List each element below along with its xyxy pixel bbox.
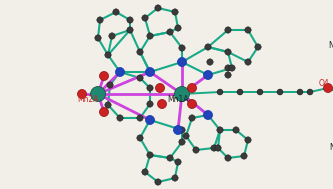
Circle shape <box>225 49 231 55</box>
Circle shape <box>156 84 165 92</box>
Circle shape <box>203 70 212 80</box>
Circle shape <box>147 85 153 91</box>
Circle shape <box>225 65 231 71</box>
Circle shape <box>167 29 173 35</box>
Circle shape <box>97 17 103 23</box>
Circle shape <box>91 87 106 101</box>
Text: Mn1A: Mn1A <box>167 95 189 105</box>
Circle shape <box>225 155 231 161</box>
Circle shape <box>173 125 182 135</box>
Circle shape <box>155 5 161 11</box>
Text: O4: O4 <box>319 78 329 88</box>
Circle shape <box>147 101 153 107</box>
Circle shape <box>147 33 153 39</box>
Circle shape <box>137 115 143 121</box>
Circle shape <box>225 72 231 78</box>
Circle shape <box>229 65 235 71</box>
Circle shape <box>100 71 109 81</box>
Circle shape <box>155 179 161 185</box>
Circle shape <box>142 169 148 175</box>
Circle shape <box>105 52 111 58</box>
Circle shape <box>127 17 133 23</box>
Circle shape <box>117 115 123 121</box>
Circle shape <box>207 59 213 65</box>
Text: N4: N4 <box>329 40 333 50</box>
Circle shape <box>116 67 125 77</box>
Circle shape <box>217 89 223 95</box>
Circle shape <box>297 89 303 95</box>
Text: N8: N8 <box>329 143 333 152</box>
Circle shape <box>127 27 133 33</box>
Circle shape <box>233 127 239 133</box>
Circle shape <box>205 44 211 50</box>
Circle shape <box>237 89 243 95</box>
Circle shape <box>146 67 155 77</box>
Circle shape <box>245 59 251 65</box>
Circle shape <box>193 147 199 153</box>
Circle shape <box>225 27 231 33</box>
Circle shape <box>167 155 173 161</box>
Circle shape <box>211 145 217 151</box>
Circle shape <box>100 108 109 116</box>
Circle shape <box>217 127 223 133</box>
Circle shape <box>175 25 181 31</box>
Circle shape <box>307 89 313 95</box>
Circle shape <box>146 115 155 125</box>
Circle shape <box>105 102 111 108</box>
Circle shape <box>187 84 196 92</box>
Circle shape <box>187 99 196 108</box>
Circle shape <box>95 35 101 41</box>
Circle shape <box>215 145 221 151</box>
Circle shape <box>241 153 247 159</box>
Circle shape <box>172 9 178 15</box>
Text: Mn2A: Mn2A <box>77 95 99 105</box>
Circle shape <box>172 175 178 181</box>
Circle shape <box>245 27 251 33</box>
Circle shape <box>179 127 185 133</box>
Circle shape <box>183 133 189 139</box>
Circle shape <box>203 111 212 119</box>
Circle shape <box>277 89 283 95</box>
Circle shape <box>179 45 185 51</box>
Circle shape <box>257 89 263 95</box>
Circle shape <box>255 44 261 50</box>
Circle shape <box>177 57 186 67</box>
Circle shape <box>137 75 143 81</box>
Circle shape <box>78 90 87 98</box>
Circle shape <box>245 137 251 143</box>
Circle shape <box>179 139 185 145</box>
Circle shape <box>158 99 166 108</box>
Circle shape <box>175 159 181 165</box>
Circle shape <box>107 82 113 88</box>
Circle shape <box>147 152 153 158</box>
Circle shape <box>189 115 195 121</box>
Circle shape <box>137 135 143 141</box>
Circle shape <box>174 87 189 101</box>
Circle shape <box>323 84 332 92</box>
Circle shape <box>137 49 143 55</box>
Circle shape <box>113 9 119 15</box>
Circle shape <box>142 15 148 21</box>
Circle shape <box>109 33 115 39</box>
